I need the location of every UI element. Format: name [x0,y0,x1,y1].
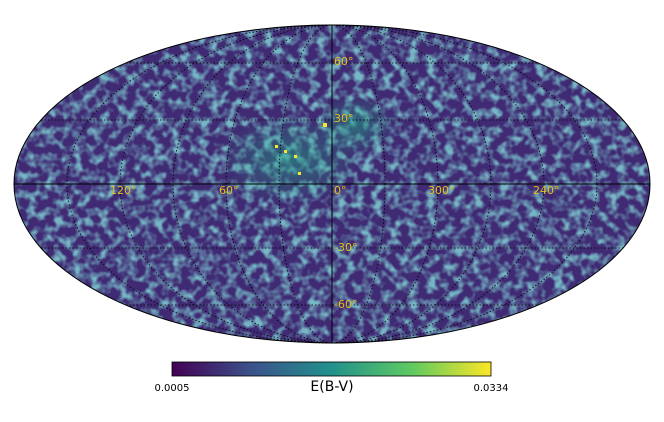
colorbar-max: 0.0334 [474,383,509,394]
latitude-label: -30° [334,241,357,254]
colorbar [171,361,492,377]
map-outline [13,24,651,344]
latitude-label: 60° [334,55,354,68]
longitude-label: 120° [110,184,137,197]
longitude-label: 60° [219,184,239,197]
longitude-label: 300° [428,184,455,197]
axes [14,25,650,343]
colorbar-min: 0.0005 [155,383,190,394]
colorbar-label: E(B-V) [310,379,353,395]
latitude-label: -60° [334,298,357,311]
latitude-label: 30° [334,112,354,125]
longitude-label: 0° [334,184,347,197]
longitude-label: 240° [533,184,560,197]
